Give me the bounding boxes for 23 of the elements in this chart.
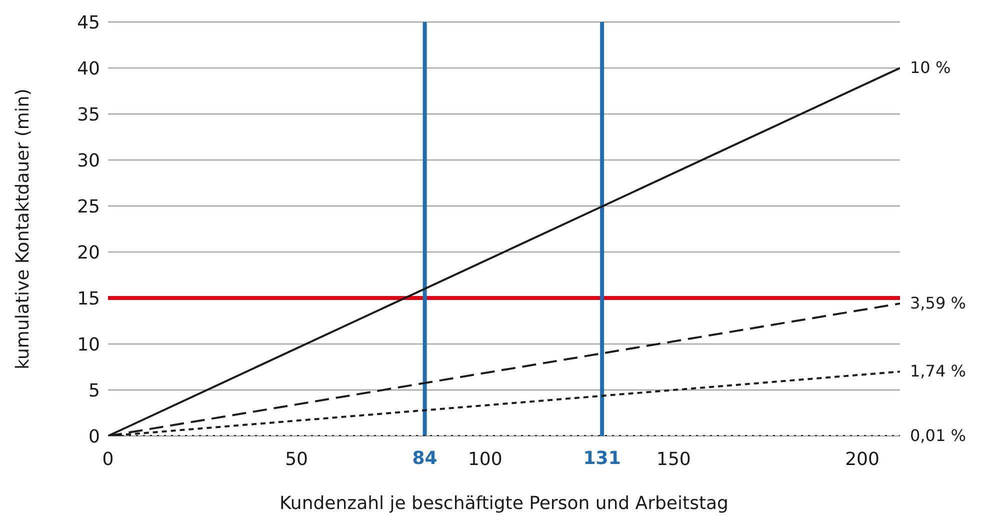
y-tick-label: 0 — [88, 426, 100, 448]
x-tick-label: 50 — [285, 448, 308, 470]
y-tick-label: 40 — [77, 58, 100, 80]
y-tick-label: 25 — [77, 196, 100, 218]
x-tick-label: 150 — [656, 448, 691, 470]
ref-line-label: 131 — [583, 448, 621, 469]
y-tick-label: 20 — [77, 242, 100, 264]
y-tick-label: 10 — [77, 334, 100, 356]
y-tick-label: 30 — [77, 150, 100, 172]
x-tick-label: 200 — [845, 448, 880, 470]
series-label: 1,74 % — [910, 362, 966, 381]
y-tick-label: 15 — [77, 288, 100, 310]
y-tick-label: 35 — [77, 104, 100, 126]
series-label: 0,01 % — [910, 426, 966, 445]
x-axis-title: Kundenzahl je beschäftigte Person und Arbeitstag — [280, 492, 728, 514]
y-axis-title: kumulative Kontaktdauer (min) — [12, 88, 34, 370]
y-tick-label: 45 — [77, 12, 100, 34]
x-tick-label: 0 — [102, 448, 114, 470]
y-tick-label: 5 — [88, 380, 100, 402]
x-tick-label: 100 — [468, 448, 502, 470]
series-label: 10 % — [910, 58, 951, 77]
ref-line-label: 84 — [412, 448, 438, 469]
series-label: 3,59 % — [910, 294, 966, 313]
